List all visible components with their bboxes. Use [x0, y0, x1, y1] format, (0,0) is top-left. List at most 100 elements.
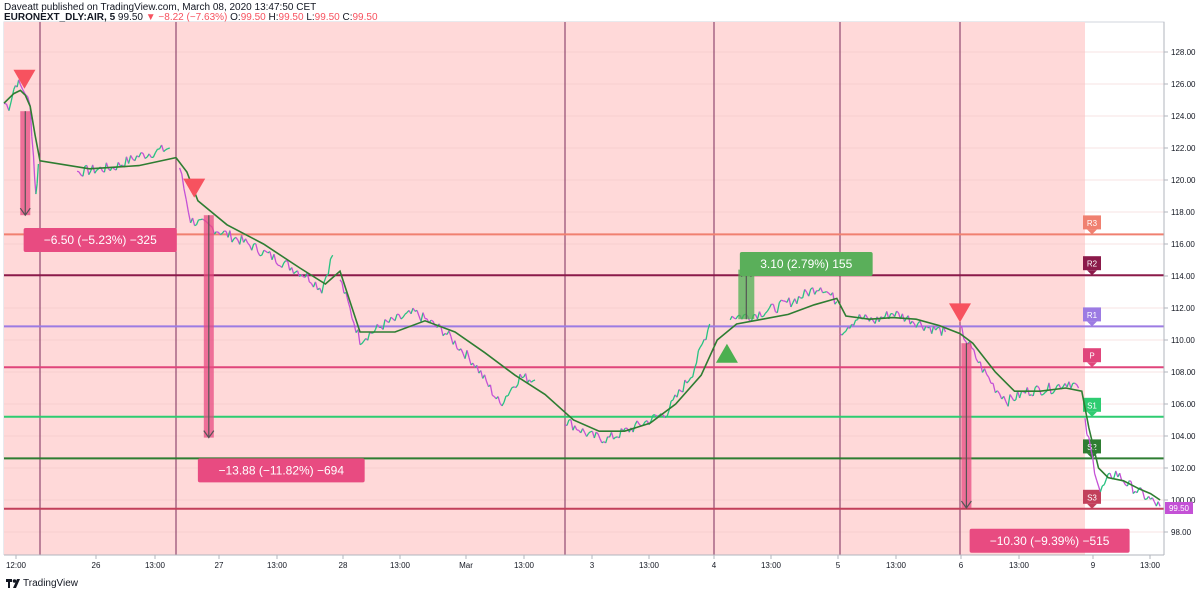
price-line-segment: [1044, 390, 1048, 394]
price-line-segment: [610, 432, 615, 440]
price-line-segment: [911, 320, 915, 324]
price-line-segment: [919, 320, 923, 327]
time-tick-label: 28: [339, 561, 348, 570]
price-line-segment: [422, 312, 426, 319]
price-line-segment: [257, 251, 261, 257]
price-line-segment: [194, 224, 197, 227]
price-line-segment: [300, 274, 304, 278]
price-line-segment: [178, 167, 183, 175]
price-line-segment: [36, 163, 40, 184]
sell-signal-triangle-icon: [949, 303, 971, 323]
price-line-segment: [971, 347, 975, 351]
close-value: 99.50: [352, 12, 378, 23]
trade-measure-3[interactable]: 3.10 (2.79%) 155: [738, 252, 873, 320]
price-line-segment: [521, 376, 525, 379]
price-line-segment: [347, 300, 351, 309]
price-line-segment: [1029, 394, 1032, 397]
last-price-text: 99.50: [1169, 504, 1190, 513]
price-line-segment: [1084, 418, 1088, 435]
price-line-segment: [688, 377, 692, 382]
price-line-segment: [130, 155, 134, 160]
price-line-segment: [430, 319, 434, 322]
price-line-segment: [593, 431, 597, 439]
price-line-segment: [476, 365, 480, 374]
price-line-segment: [1068, 381, 1072, 389]
price-line-segment: [22, 89, 26, 95]
price-line-segment: [219, 232, 223, 236]
high-value: 99.50: [278, 12, 304, 23]
price-line-segment: [32, 155, 36, 180]
pivot-label-box: [1083, 439, 1101, 454]
pivot-label-text: R2: [1087, 260, 1098, 269]
price-line-segment: [1070, 383, 1074, 389]
price-line-segment: [1095, 479, 1100, 487]
price-tick-label: 126.00: [1171, 80, 1196, 89]
price-line-segment: [931, 325, 935, 334]
price-line-segment: [489, 384, 493, 396]
price-line-segment: [790, 302, 794, 308]
price-tick-label: 110.00: [1171, 336, 1195, 345]
price-line-segment: [983, 368, 988, 375]
price-line-segment: [442, 333, 446, 337]
price-line-segment: [1092, 457, 1096, 474]
price-line-segment: [1119, 473, 1123, 481]
pivot-label-box: [1083, 256, 1101, 271]
price-tick-label: 128.00: [1171, 48, 1196, 57]
trade-measure-2[interactable]: −13.88 (−11.82%) −694: [197, 215, 365, 483]
price-line-segment: [896, 310, 899, 314]
price-line-segment: [511, 386, 515, 389]
trade-measure-1[interactable]: −6.50 (−5.23%) −325: [19, 111, 177, 252]
price-line-segment: [13, 85, 17, 90]
price-line-segment: [351, 318, 355, 324]
price-line-segment: [996, 390, 1001, 394]
price-line-segment: [507, 391, 511, 397]
price-line-segment: [697, 346, 701, 352]
price-line-segment: [444, 332, 448, 336]
price-line-segment: [483, 374, 488, 382]
price-line-segment: [120, 164, 123, 167]
price-line-segment: [841, 332, 845, 336]
price-line-segment: [388, 316, 392, 323]
price-axis[interactable]: [1164, 22, 1200, 555]
price-line-segment: [907, 315, 911, 325]
trade-measure-4[interactable]: −10.30 (−9.39%) −515: [960, 343, 1130, 553]
price-line-segment: [123, 156, 128, 168]
price-line-segment: [369, 332, 372, 334]
price-line-segment: [293, 271, 296, 275]
price-line-segment: [261, 249, 265, 256]
pivot-label-box: [1083, 397, 1101, 412]
price-line-segment: [666, 410, 670, 417]
price-line-segment: [263, 249, 267, 252]
price-line-segment: [1036, 385, 1040, 389]
price-line-segment: [788, 297, 792, 308]
price-line-segment: [509, 387, 513, 392]
price-line-segment: [1093, 473, 1098, 481]
price-line-segment: [269, 251, 273, 260]
price-line-segment: [690, 376, 693, 379]
price-line-segment: [140, 151, 144, 154]
symbol-label[interactable]: EURONEXT_DLY:AIR, 5: [4, 12, 116, 23]
price-line-segment: [371, 332, 374, 334]
price-line-segment: [273, 254, 277, 263]
price-line-segment: [472, 362, 476, 368]
price-line-segment: [468, 357, 472, 366]
price-line-segment: [607, 436, 610, 438]
price-line-segment: [699, 343, 703, 348]
time-axis[interactable]: [0, 555, 1200, 575]
tradingview-brand[interactable]: TradingView: [23, 578, 79, 589]
price-line-segment: [306, 272, 310, 283]
time-tick-label: 13:00: [390, 561, 411, 570]
price-line-segment: [686, 380, 690, 384]
price-line-segment: [772, 304, 777, 312]
price-line-segment: [1042, 392, 1046, 396]
trade-label-box: [739, 252, 873, 276]
price-line-segment: [497, 396, 501, 404]
time-tick-label: 13:00: [886, 561, 907, 570]
pivot-label-text: P: [1089, 352, 1094, 361]
price-line-segment: [834, 301, 838, 305]
price-line-segment: [323, 276, 327, 283]
trade-label-text: −6.50 (−5.23%) −325: [44, 233, 157, 247]
price-line-segment: [440, 326, 444, 336]
price-line-segment: [618, 428, 622, 438]
